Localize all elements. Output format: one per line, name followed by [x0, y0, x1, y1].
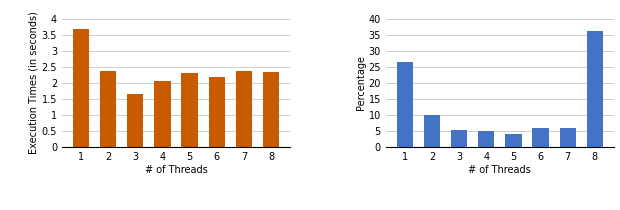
Bar — [154, 81, 170, 147]
Bar — [533, 129, 549, 147]
Y-axis label: Execution Times (in seconds): Execution Times (in seconds) — [29, 12, 39, 154]
Bar — [73, 29, 89, 147]
Y-axis label: Percentage: Percentage — [356, 55, 366, 110]
Bar — [182, 73, 198, 147]
Bar — [478, 131, 494, 147]
Bar — [127, 93, 143, 147]
X-axis label: # of Threads: # of Threads — [469, 165, 531, 175]
Bar — [451, 130, 467, 147]
Bar — [559, 128, 576, 147]
Bar — [208, 77, 225, 147]
Bar — [263, 72, 279, 147]
Bar — [587, 31, 603, 147]
X-axis label: # of Threads: # of Threads — [144, 165, 207, 175]
Bar — [236, 71, 252, 147]
Bar — [505, 134, 521, 147]
Bar — [424, 115, 440, 147]
Bar — [100, 71, 117, 147]
Bar — [397, 62, 413, 147]
